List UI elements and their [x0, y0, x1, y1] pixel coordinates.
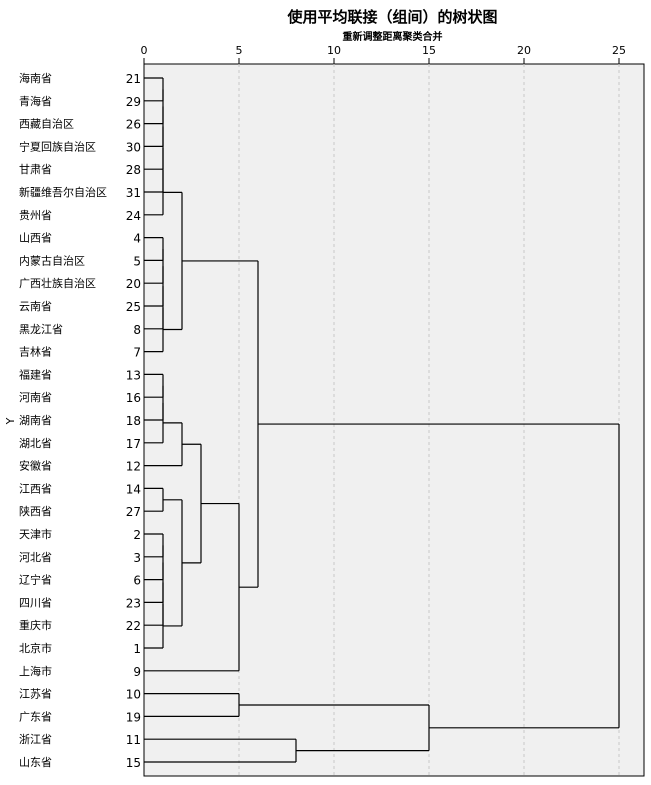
- leaf-id: 24: [126, 209, 141, 223]
- leaf-id: 7: [133, 346, 141, 360]
- x-tick-label: 5: [236, 44, 243, 57]
- leaf-label: 湖北省: [19, 437, 52, 450]
- leaf-label: 浙江省: [19, 733, 52, 746]
- leaf-id: 27: [126, 505, 141, 519]
- leaf-label: 辽宁省: [19, 573, 52, 587]
- leaf-label: 宁夏回族自治区: [19, 139, 96, 153]
- leaf-id: 31: [126, 186, 141, 200]
- chart-title: 使用平均联接（组间）的树状图: [287, 8, 498, 26]
- leaf-label: 江西省: [19, 482, 52, 495]
- leaf-id: 10: [126, 688, 141, 702]
- leaf-id: 2: [133, 528, 141, 542]
- leaf-label: 内蒙古自治区: [19, 253, 85, 267]
- leaf-label: 甘肃省: [19, 163, 52, 176]
- leaf-id: 11: [126, 733, 141, 747]
- leaf-label: 云南省: [19, 300, 52, 313]
- leaf-label: 天津市: [19, 527, 52, 541]
- leaf-id: 29: [126, 95, 141, 109]
- leaf-id: 14: [126, 482, 141, 496]
- leaf-label: 湖南省: [19, 414, 52, 427]
- leaf-id: 28: [126, 163, 141, 177]
- leaf-id: 5: [133, 254, 141, 268]
- leaf-label: 四川省: [19, 596, 52, 609]
- leaf-id: 23: [126, 596, 141, 610]
- leaf-label: 青海省: [19, 94, 52, 108]
- leaf-id: 22: [126, 619, 141, 633]
- x-tick-label: 25: [612, 44, 626, 57]
- leaf-id: 30: [126, 140, 141, 154]
- leaf-id: 21: [126, 72, 141, 86]
- leaf-label: 山西省: [19, 232, 52, 245]
- leaf-label: 北京市: [19, 641, 52, 655]
- x-axis-label: 重新调整距离聚类合并: [342, 32, 443, 43]
- leaf-label: 上海市: [19, 664, 52, 678]
- x-tick-label: 20: [517, 44, 531, 57]
- leaf-label: 重庆市: [19, 618, 52, 632]
- y-axis-label: Y: [4, 417, 17, 425]
- leaf-label: 吉林省: [19, 345, 52, 359]
- leaf-id: 4: [133, 232, 141, 246]
- leaf-label: 海南省: [19, 71, 52, 85]
- leaf-label: 黑龙江省: [19, 323, 63, 336]
- dendrogram-links: [144, 77, 620, 763]
- x-tick-label: 15: [422, 44, 436, 57]
- leaf-label: 江苏省: [19, 688, 52, 701]
- leaf-id: 8: [133, 323, 141, 337]
- leaf-label: 广东省: [19, 710, 52, 723]
- leaf-id: 26: [126, 118, 141, 132]
- leaf-label: 福建省: [19, 367, 52, 381]
- x-tick-label: 10: [327, 44, 341, 57]
- leaf-label: 广西壮族自治区: [19, 276, 96, 290]
- leaf-id: 12: [126, 460, 141, 474]
- leaf-id: 1: [133, 642, 141, 656]
- leaf-label: 河北省: [19, 551, 52, 564]
- leaf-label: 西藏自治区: [19, 117, 74, 131]
- leaf-id: 17: [126, 437, 141, 451]
- leaf-id: 19: [126, 710, 141, 724]
- grid-lines: [238, 64, 620, 776]
- leaf-id: 9: [133, 665, 141, 679]
- leaf-id: 6: [133, 574, 141, 588]
- leaf-label: 山东省: [19, 756, 52, 769]
- leaf-id: 18: [126, 414, 141, 428]
- leaf-label: 陕西省: [19, 504, 52, 518]
- leaf-id: 20: [126, 277, 141, 291]
- leaf-id: 3: [133, 551, 141, 565]
- leaf-id: 15: [126, 756, 141, 770]
- leaf-id: 13: [126, 368, 141, 382]
- plot-area: [143, 63, 645, 777]
- x-axis: 0 5 10 15 20 25: [141, 44, 626, 64]
- leaf-label: 河南省: [19, 391, 52, 404]
- x-tick-label: 0: [141, 44, 148, 57]
- leaf-id: 16: [126, 391, 141, 405]
- leaf-label: 新疆维吾尔自治区: [19, 185, 107, 199]
- leaf-label: 贵州省: [19, 209, 52, 222]
- leaf-id: 25: [126, 300, 141, 314]
- leaf-label: 安徽省: [19, 459, 52, 473]
